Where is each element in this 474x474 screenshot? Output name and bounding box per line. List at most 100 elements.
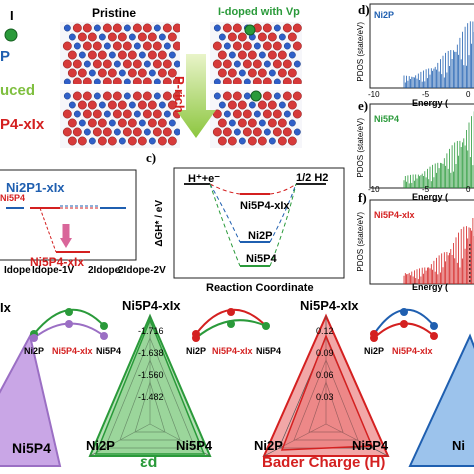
ni-atom-icon [157,68,167,78]
p-atom-icon [258,119,266,127]
p-atom-icon [93,92,101,100]
ni-atom-icon [282,23,292,33]
p-atom-icon [78,51,86,59]
radar-bader-left-label: Ni2P [254,438,283,453]
ni-atom-icon [142,109,152,119]
ni-atom-icon [132,59,142,69]
ni-atom-icon [137,68,147,78]
p-atom-icon [113,60,121,68]
p-atom-icon [133,42,141,50]
p-atom-icon [103,42,111,50]
ni-atom-icon [242,127,252,137]
panel-c-letter: c) [146,150,157,165]
pdos-tick-d-3: 0 [466,90,471,99]
ni-atom-icon [77,100,87,110]
ni-atom-icon [132,23,142,33]
ni-atom-icon [277,68,287,78]
panel-c-left-label: H⁺+e⁻ [188,173,221,185]
radar-center-title: Ni5P4-xIx [122,298,181,313]
p-atom-icon [288,51,296,59]
p-atom-icon [68,101,76,109]
ni-atom-icon [257,68,267,78]
pristine-bulk-structure [60,90,180,148]
ni-atom-icon [242,59,252,69]
ni-atom-icon [97,68,107,78]
ni-atom-icon [102,77,112,84]
ni-atom-icon [127,118,137,128]
p-atom-icon [113,128,121,136]
ni-atom-icon [157,50,167,60]
p-atom-icon [273,78,281,84]
ni-atom-icon [272,109,282,119]
mini-plot-2 [192,308,270,342]
ni-atom-icon [167,32,177,42]
p-atom-icon [83,60,91,68]
radar-left-partial [0,333,62,467]
p-rich-arrow-icon [176,54,216,138]
radar-center-tick-3: -1.560 [138,370,164,380]
ni-atom-icon [97,50,107,60]
ni-atom-icon [167,100,177,110]
ni-atom-icon [277,118,287,128]
ni-atom-icon [222,23,232,33]
radar-bader-right-label: Ni5P4 [352,438,389,453]
ni-atom-icon [112,41,122,51]
ni-atom-icon [227,100,237,110]
p-atom-icon [98,101,106,109]
radar-left-partial-label: Ix [0,300,11,315]
ni-atom-icon [277,50,287,60]
p-atom-icon [63,24,71,32]
series-bottom-label: Ni5P4-xIx [30,255,85,269]
dopant-atom-icon [250,90,262,102]
panel-f-letter: f) [358,190,367,205]
ni-atom-icon [102,59,112,69]
p-atom-icon [228,119,236,127]
ni-atom-icon [147,118,157,128]
ni-atom-icon [232,109,242,119]
ni-atom-icon [62,127,72,137]
p-atom-icon [228,51,236,59]
p-atom-icon [138,119,146,127]
p-atom-icon [258,51,266,59]
panel-c-xlabel: Reaction Coordinate [206,282,314,294]
doped-bulk-structure [210,90,302,148]
radar-bader [262,313,390,457]
ni-atom-icon [137,32,147,42]
radar-bader-title: Ni5P4-xIx [300,298,359,313]
ni-atom-icon [247,118,257,128]
ni-atom-icon [122,109,132,119]
panel-d-name: Ni2P [374,10,395,20]
ni-atom-icon [152,59,162,69]
ni-atom-icon [247,136,257,146]
ni-atom-icon [242,41,252,51]
ni-atom-icon [272,41,282,51]
ni-atom-icon [87,50,97,60]
ni-atom-icon [102,91,112,101]
p-atom-icon [218,101,226,109]
legend-formula: P4-xIx [0,116,44,133]
ni-atom-icon [287,100,297,110]
p-atom-icon [238,137,246,145]
ni-atom-icon [147,50,157,60]
pdos-tick-d-1: -10 [368,90,380,99]
ni-atom-icon [217,118,227,128]
mini-3-tick-1: Ni2P [364,346,385,356]
mini-1-tick-2: Ni5P4-xIx [52,346,93,356]
ni-atom-icon [82,23,92,33]
pdos-ylabel-e: PDOS (state/eV) [356,118,365,178]
ni-atom-icon [172,41,180,51]
ni-atom-icon [102,23,112,33]
p-atom-icon [243,78,251,84]
p-atom-icon [118,69,126,77]
p-atom-icon [88,69,96,77]
p-atom-icon [253,42,261,50]
ni-atom-icon [82,41,92,51]
ni-atom-icon [72,59,82,69]
radar-ed [88,313,212,457]
radar-right-partial-label: Ni [452,438,465,453]
pdos-xlabel-f: Energy ( [412,282,449,292]
pdos-tick-e-3: 0 [466,185,471,194]
p-atom-icon [158,33,166,41]
ni-atom-icon [127,50,137,60]
p-atom-icon [123,78,131,84]
